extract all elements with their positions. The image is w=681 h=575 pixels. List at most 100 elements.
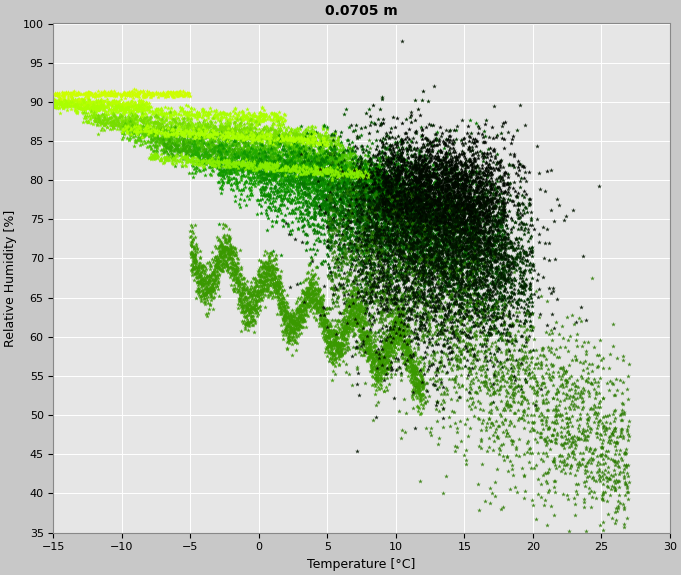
Point bbox=[285, 135, 296, 144]
Point bbox=[471, 251, 481, 260]
Point bbox=[406, 158, 417, 167]
Point bbox=[314, 165, 325, 174]
Point bbox=[201, 140, 212, 149]
Point bbox=[485, 331, 496, 340]
Point bbox=[191, 158, 202, 167]
Point bbox=[519, 354, 530, 363]
Point bbox=[212, 142, 223, 151]
Point bbox=[575, 388, 586, 397]
Point bbox=[443, 359, 454, 368]
Point bbox=[429, 271, 440, 280]
Point bbox=[426, 141, 437, 151]
Point bbox=[249, 109, 259, 118]
Point bbox=[277, 313, 288, 323]
Point bbox=[268, 189, 279, 198]
Point bbox=[409, 362, 420, 371]
Point bbox=[390, 207, 400, 216]
Point bbox=[210, 126, 221, 136]
Point bbox=[99, 101, 110, 110]
Point bbox=[353, 227, 364, 236]
Point bbox=[99, 91, 110, 101]
Point bbox=[251, 165, 262, 174]
Point bbox=[462, 311, 473, 320]
Point bbox=[526, 309, 537, 319]
Point bbox=[490, 179, 501, 188]
Point bbox=[418, 243, 429, 252]
Point bbox=[364, 196, 375, 205]
Point bbox=[296, 313, 306, 323]
Point bbox=[444, 145, 455, 154]
Point bbox=[542, 439, 553, 448]
Point bbox=[345, 214, 356, 223]
Point bbox=[404, 352, 415, 362]
Point bbox=[246, 150, 257, 159]
Point bbox=[136, 116, 146, 125]
Point bbox=[594, 465, 605, 474]
Point bbox=[301, 134, 312, 143]
Point bbox=[269, 169, 280, 178]
Point bbox=[309, 158, 320, 167]
Point bbox=[384, 271, 395, 280]
Point bbox=[337, 208, 348, 217]
Point bbox=[313, 167, 323, 177]
Point bbox=[290, 131, 301, 140]
Point bbox=[208, 267, 219, 276]
Point bbox=[383, 189, 394, 198]
Point bbox=[477, 213, 488, 223]
Point bbox=[365, 172, 376, 181]
Point bbox=[360, 247, 371, 256]
Point bbox=[493, 183, 504, 192]
Point bbox=[275, 298, 286, 308]
Point bbox=[326, 137, 336, 147]
Point bbox=[124, 131, 135, 140]
Point bbox=[326, 348, 337, 357]
Point bbox=[379, 305, 390, 314]
Point bbox=[315, 175, 326, 184]
Point bbox=[424, 279, 434, 288]
Point bbox=[327, 158, 338, 167]
Point bbox=[399, 311, 410, 320]
Point bbox=[430, 181, 441, 190]
Point bbox=[283, 139, 294, 148]
Point bbox=[255, 162, 266, 171]
Point bbox=[603, 411, 614, 420]
Point bbox=[309, 292, 320, 301]
Point bbox=[355, 214, 366, 224]
Point bbox=[72, 97, 82, 106]
Point bbox=[413, 294, 424, 304]
Point bbox=[462, 237, 473, 247]
Point bbox=[283, 166, 294, 175]
Point bbox=[345, 177, 355, 186]
Point bbox=[343, 323, 353, 332]
Point bbox=[215, 120, 226, 129]
Point bbox=[326, 168, 336, 178]
Point bbox=[268, 156, 279, 166]
Point bbox=[455, 256, 466, 266]
Point bbox=[243, 116, 254, 125]
Point bbox=[492, 235, 503, 244]
Point bbox=[191, 163, 202, 172]
Point bbox=[320, 256, 331, 266]
Point bbox=[524, 374, 535, 383]
Point bbox=[234, 150, 245, 159]
Point bbox=[283, 190, 294, 200]
Point bbox=[392, 296, 402, 305]
Point bbox=[492, 249, 503, 258]
Point bbox=[418, 281, 429, 290]
Point bbox=[375, 190, 386, 200]
Point bbox=[428, 208, 439, 217]
Point bbox=[229, 158, 240, 167]
Point bbox=[375, 206, 385, 216]
Point bbox=[345, 198, 355, 207]
Point bbox=[212, 259, 223, 268]
Point bbox=[425, 150, 436, 159]
Point bbox=[430, 208, 441, 217]
Point bbox=[436, 358, 447, 367]
Point bbox=[296, 169, 306, 178]
Point bbox=[385, 157, 396, 166]
Point bbox=[345, 209, 356, 218]
Point bbox=[321, 167, 332, 177]
Point bbox=[376, 227, 387, 236]
Point bbox=[332, 173, 343, 182]
Point bbox=[379, 228, 390, 237]
